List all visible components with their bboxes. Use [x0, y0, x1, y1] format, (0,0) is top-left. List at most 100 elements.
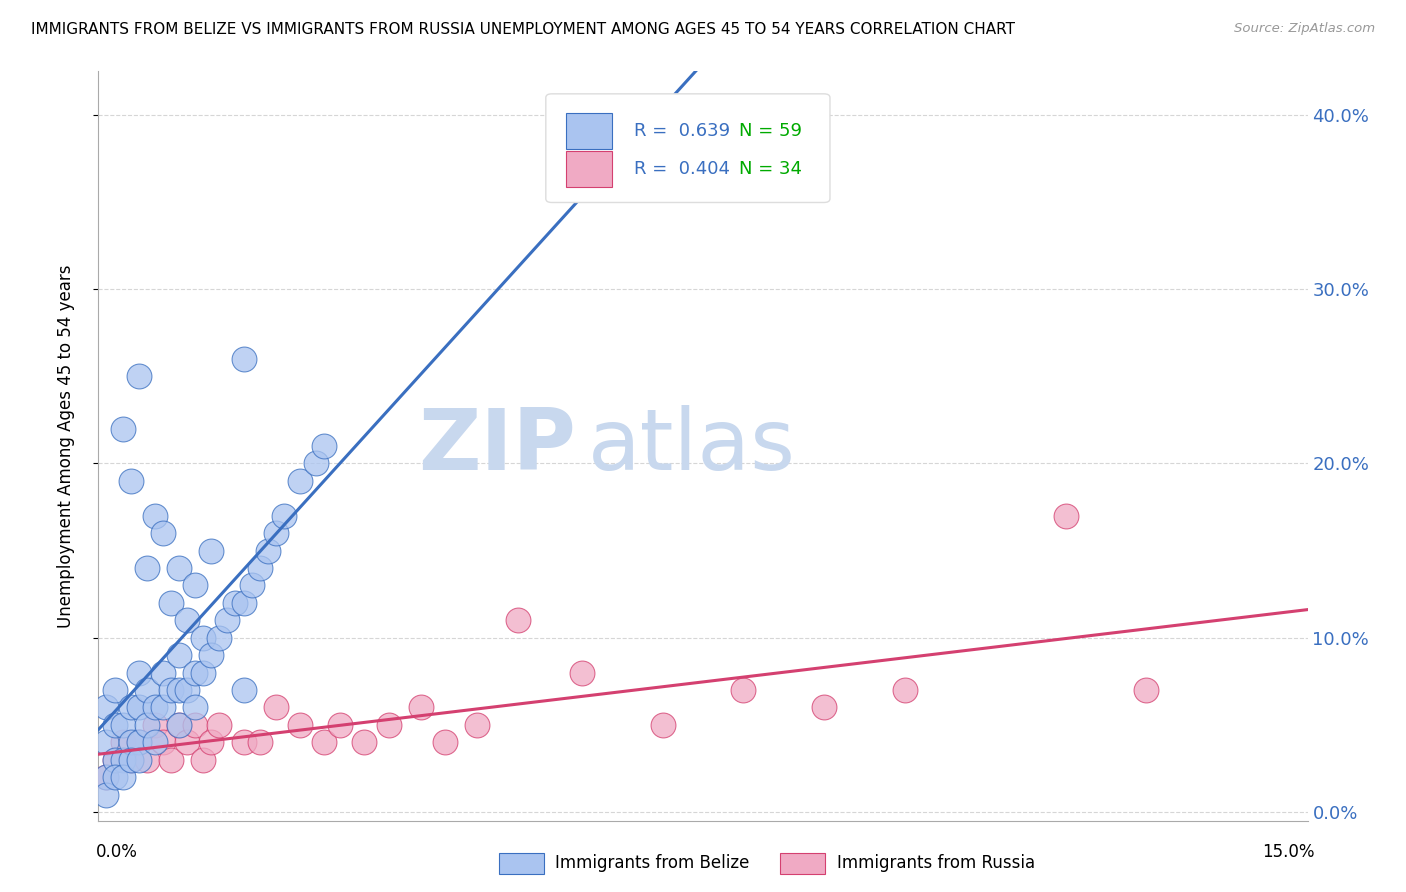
Point — [184, 700, 207, 714]
Point — [120, 753, 142, 767]
Point — [111, 753, 134, 767]
Point — [111, 770, 134, 784]
Point — [167, 561, 190, 575]
Point — [152, 665, 174, 680]
Point — [200, 648, 222, 662]
Point — [96, 735, 118, 749]
Point — [128, 753, 150, 767]
Point — [288, 474, 311, 488]
Point — [176, 735, 198, 749]
Point — [506, 613, 529, 627]
Y-axis label: Unemployment Among Ages 45 to 54 years: Unemployment Among Ages 45 to 54 years — [56, 264, 75, 628]
Point — [217, 613, 239, 627]
Point — [103, 753, 125, 767]
Text: N = 59: N = 59 — [740, 122, 803, 140]
Point — [184, 718, 207, 732]
Point — [96, 770, 118, 784]
Point — [409, 700, 432, 714]
Point — [184, 578, 207, 592]
Text: 15.0%: 15.0% — [1263, 843, 1315, 861]
Point — [264, 700, 287, 714]
Point — [813, 700, 835, 714]
Point — [167, 648, 190, 662]
Point — [193, 665, 215, 680]
Point — [200, 735, 222, 749]
Text: R =  0.404: R = 0.404 — [634, 160, 730, 178]
Point — [128, 700, 150, 714]
Point — [111, 735, 134, 749]
Point — [232, 682, 254, 697]
Point — [143, 735, 166, 749]
Point — [893, 682, 915, 697]
Point — [128, 735, 150, 749]
Text: atlas: atlas — [588, 404, 796, 488]
Point — [1135, 682, 1157, 697]
Point — [96, 788, 118, 802]
Point — [135, 753, 157, 767]
Point — [143, 700, 166, 714]
Point — [329, 718, 352, 732]
Point — [256, 543, 278, 558]
Point — [434, 735, 457, 749]
Point — [167, 718, 190, 732]
Point — [353, 735, 375, 749]
Point — [232, 351, 254, 366]
Point — [103, 770, 125, 784]
Text: Immigrants from Russia: Immigrants from Russia — [837, 855, 1035, 872]
Point — [120, 474, 142, 488]
Point — [143, 508, 166, 523]
Point — [176, 682, 198, 697]
Point — [733, 682, 755, 697]
Point — [96, 770, 118, 784]
Point — [176, 613, 198, 627]
Point — [152, 526, 174, 541]
Point — [314, 439, 336, 453]
Text: 0.0%: 0.0% — [96, 843, 138, 861]
Point — [193, 753, 215, 767]
Point — [232, 735, 254, 749]
Point — [135, 718, 157, 732]
Text: Source: ZipAtlas.com: Source: ZipAtlas.com — [1234, 22, 1375, 36]
Point — [160, 682, 183, 697]
Point — [143, 718, 166, 732]
Point — [120, 753, 142, 767]
Point — [1054, 508, 1077, 523]
Point — [128, 665, 150, 680]
Point — [240, 578, 263, 592]
Point — [111, 718, 134, 732]
Point — [167, 718, 190, 732]
Text: IMMIGRANTS FROM BELIZE VS IMMIGRANTS FROM RUSSIA UNEMPLOYMENT AMONG AGES 45 TO 5: IMMIGRANTS FROM BELIZE VS IMMIGRANTS FRO… — [31, 22, 1015, 37]
Point — [152, 735, 174, 749]
Text: R =  0.639: R = 0.639 — [634, 122, 730, 140]
Point — [224, 596, 246, 610]
Point — [96, 700, 118, 714]
Point — [103, 753, 125, 767]
Point — [128, 369, 150, 384]
Point — [167, 682, 190, 697]
Point — [249, 561, 271, 575]
Point — [200, 543, 222, 558]
Point — [232, 596, 254, 610]
Point — [135, 561, 157, 575]
Point — [264, 526, 287, 541]
Point — [103, 682, 125, 697]
Point — [314, 735, 336, 749]
Point — [184, 665, 207, 680]
Text: N = 34: N = 34 — [740, 160, 803, 178]
Text: ZIP: ZIP — [419, 404, 576, 488]
FancyBboxPatch shape — [567, 113, 613, 149]
Point — [249, 735, 271, 749]
Point — [651, 718, 673, 732]
Point — [103, 718, 125, 732]
Point — [193, 631, 215, 645]
Point — [288, 718, 311, 732]
Point — [160, 596, 183, 610]
Point — [571, 665, 593, 680]
Point — [160, 753, 183, 767]
FancyBboxPatch shape — [546, 94, 830, 202]
Point — [465, 718, 488, 732]
Point — [111, 421, 134, 435]
Text: Immigrants from Belize: Immigrants from Belize — [555, 855, 749, 872]
Point — [120, 700, 142, 714]
FancyBboxPatch shape — [567, 151, 613, 186]
